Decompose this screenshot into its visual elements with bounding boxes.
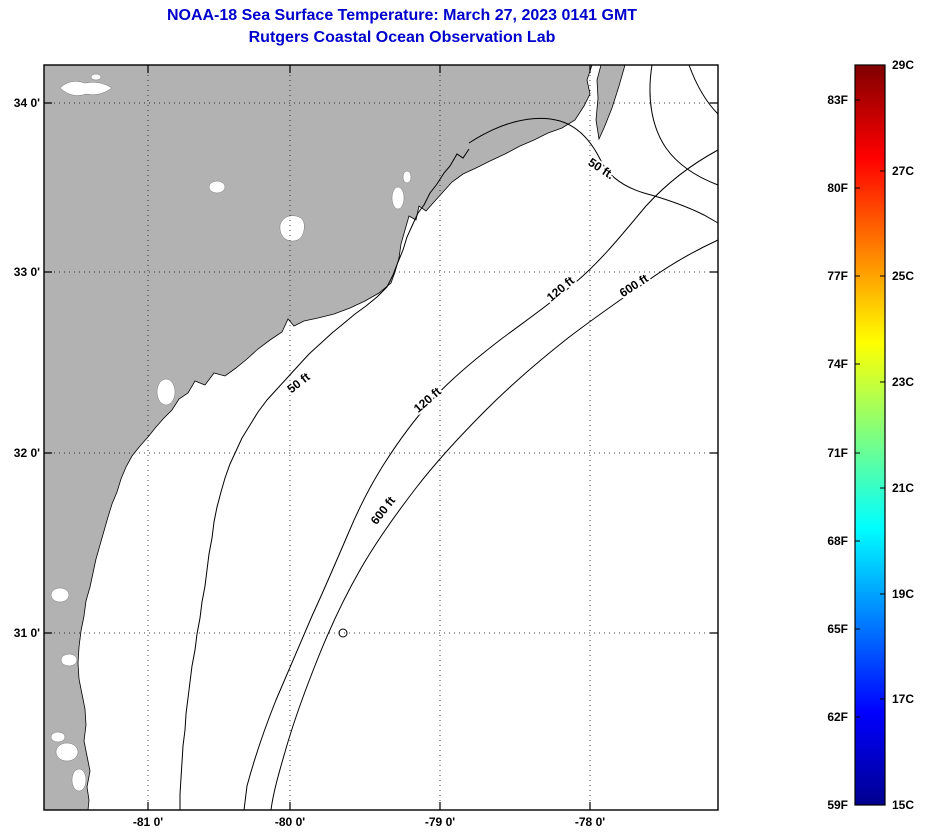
cloud-patch [55,742,79,762]
contour-50ft-south [179,148,470,810]
contour-segment-corner [688,64,719,115]
colorbar-c-label: 21C [892,481,914,495]
colorbar-f-label: 65F [827,622,848,636]
cloud-patch-group [50,73,412,792]
x-tick-label: -81 0' [133,815,163,829]
land-group [43,64,626,811]
cloud-patch [156,378,176,406]
colorbar-f-label: 77F [827,269,848,283]
x-tick-label: -78 0' [575,815,605,829]
cloud-patch [402,170,412,184]
colorbar-f-label: 68F [827,534,848,548]
cloud-patch [208,180,226,194]
cloud-patch [50,587,70,603]
land-mass [43,64,593,811]
cloud-patch [90,73,102,81]
contour-50ft-north [468,117,719,224]
cape-peninsula [595,64,626,141]
colorbar-c-label: 25C [892,269,914,283]
colorbar-c-label: 17C [892,692,914,706]
colorbar-c-label: 27C [892,164,914,178]
colorbar-f-label: 83F [827,93,848,107]
cloud-patch [50,731,66,743]
colorbar-f-label: 74F [827,357,848,371]
contour-600ft [270,239,719,811]
colorbar-f-label: 71F [827,446,848,460]
colorbar-c-label: 19C [892,587,914,601]
y-tick-label: 31 0' [14,626,40,640]
colorbar-c-label: 15C [892,798,914,812]
map-frame [43,64,719,811]
contour-segment-topright [649,64,719,186]
figure-title: NOAA-18 Sea Surface Temperature: March 2… [167,7,637,24]
colorbar-ticks [855,64,885,806]
y-tick-label: 34 0' [14,96,40,110]
y-tick-label: 33 0' [14,265,40,279]
contour-group [179,64,719,811]
y-tick-label: 32 0' [14,446,40,460]
axis-ticks [44,65,718,810]
cloud-patch [391,186,405,210]
axis-label-group: -81 0' -80 0' -79 0' -78 0' 34 0' 33 0' … [14,96,605,829]
cloud-patch [59,81,113,96]
colorbar-gradient [854,64,886,806]
contour-120ft [243,149,719,811]
colorbar-f-label: 80F [827,181,848,195]
x-tick-label: -80 0' [275,815,305,829]
colorbar: 83F 80F 77F 74F 71F 68F 65F 62F 59F 29C … [827,58,914,812]
x-tick-label: -79 0' [425,815,455,829]
colorbar-c-label: 29C [892,58,914,72]
cloud-patch [71,768,87,792]
cloud-patch [279,215,305,242]
colorbar-f-label: 62F [827,710,848,724]
figure-subtitle: Rutgers Coastal Ocean Observation Lab [249,29,556,46]
colorbar-c-label: 23C [892,375,914,389]
contour-ring [338,628,348,638]
cloud-patch [60,653,78,667]
colorbar-f-label: 59F [827,798,848,812]
